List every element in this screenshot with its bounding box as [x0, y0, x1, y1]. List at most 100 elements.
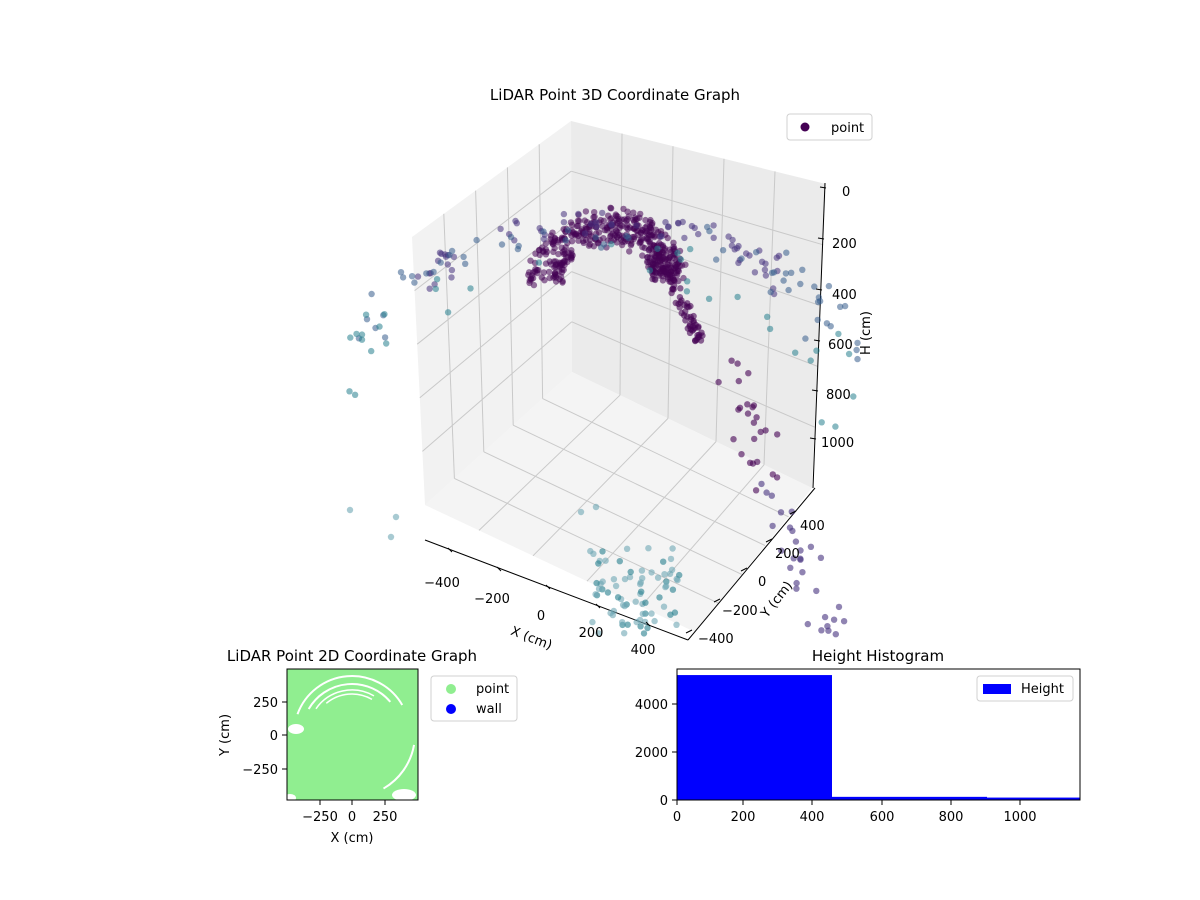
data-point	[777, 509, 785, 516]
data-point	[573, 222, 580, 230]
data-point	[775, 252, 783, 259]
data-point	[750, 419, 758, 426]
y-tick-label: 250	[253, 696, 278, 711]
ticks-2d: −250 0 250 250 0 −250 X (cm) Y (cm)	[218, 696, 397, 846]
data-point	[832, 423, 839, 430]
data-point	[535, 247, 543, 254]
data-point	[568, 232, 575, 239]
data-point	[526, 279, 533, 287]
data-point	[666, 570, 674, 577]
data-point	[767, 288, 774, 296]
data-point	[411, 279, 418, 286]
data-point	[774, 431, 781, 438]
data-point	[353, 330, 360, 338]
scan-gap	[392, 789, 416, 801]
data-point	[845, 350, 853, 358]
histogram-title: Height Histogram	[812, 647, 944, 665]
data-point	[426, 285, 433, 292]
data-point	[753, 249, 760, 256]
legend-marker-wall	[446, 704, 456, 714]
data-point	[762, 272, 770, 279]
data-point	[619, 601, 627, 609]
data-point	[630, 209, 637, 216]
x-tick-label: 0	[348, 810, 356, 825]
data-point	[550, 258, 558, 265]
data-point	[632, 598, 639, 605]
data-point	[660, 603, 668, 610]
legend-box	[976, 675, 1074, 702]
data-point	[408, 273, 416, 280]
data-point	[600, 241, 608, 248]
data-point	[608, 221, 615, 229]
data-point	[595, 585, 603, 593]
histogram-bars	[677, 675, 1080, 800]
data-point	[667, 555, 675, 563]
data-point	[586, 236, 594, 243]
y-tick-label: 2000	[635, 746, 668, 761]
y-tick-label: 200	[775, 547, 800, 562]
data-point	[368, 347, 375, 355]
x-tick-mark	[496, 566, 502, 572]
data-point	[818, 627, 825, 634]
data-point	[542, 246, 550, 253]
z-tick-label: 200	[832, 237, 857, 252]
data-point	[448, 274, 455, 281]
y-tick-label: 0	[758, 575, 766, 590]
chart-2d: LiDAR Point 2D Coordinate Graph −250 0 2…	[218, 647, 518, 846]
z-axis-line	[812, 182, 826, 489]
grid-line	[619, 133, 623, 396]
data-point	[473, 236, 480, 244]
data-point	[695, 230, 702, 238]
data-point	[671, 609, 679, 616]
x-tick-label: 400	[800, 810, 825, 825]
data-point	[676, 571, 683, 579]
data-point	[835, 330, 842, 338]
data-point	[627, 568, 634, 576]
data-point	[816, 298, 824, 305]
axes-frame-histogram	[676, 668, 1081, 801]
data-point	[637, 229, 644, 236]
data-point	[444, 261, 451, 268]
data-point	[691, 324, 698, 332]
data-point	[832, 631, 839, 638]
data-point	[346, 506, 354, 514]
data-point	[623, 224, 630, 231]
data-point	[624, 621, 631, 628]
x-tick-label: −200	[474, 592, 510, 607]
data-point	[467, 285, 474, 292]
z-tick-label: 400	[832, 288, 857, 303]
data-point	[853, 346, 860, 354]
data-point	[797, 556, 804, 563]
data-point	[823, 320, 831, 327]
data-point	[623, 545, 631, 552]
legend-histogram: Height	[976, 675, 1074, 702]
data-point	[575, 237, 582, 244]
data-point	[600, 217, 607, 224]
chart-3d-title: LiDAR Point 3D Coordinate Graph	[490, 86, 740, 104]
data-point	[568, 252, 575, 259]
data-point	[497, 225, 504, 233]
data-point	[825, 282, 833, 290]
data-point	[730, 436, 737, 443]
data-point	[670, 239, 677, 246]
data-point	[706, 227, 713, 235]
chart-3d: LiDAR Point 3D Coordinate Graph −400 −20…	[346, 86, 874, 658]
data-point	[614, 594, 622, 601]
data-point	[624, 216, 631, 223]
data-point	[638, 588, 645, 595]
data-point	[448, 266, 456, 274]
data-point	[626, 248, 633, 255]
data-point	[581, 230, 589, 237]
data-point	[762, 427, 769, 434]
legend-label: point	[831, 121, 864, 136]
y-tick-label: −250	[242, 763, 278, 778]
data-point	[546, 268, 553, 276]
data-point	[754, 458, 761, 466]
data-point	[782, 270, 790, 277]
data-point	[610, 576, 618, 583]
data-point	[550, 248, 557, 256]
data-point	[560, 210, 568, 218]
data-point	[383, 340, 390, 347]
data-point	[462, 260, 469, 267]
data-point	[710, 234, 717, 241]
